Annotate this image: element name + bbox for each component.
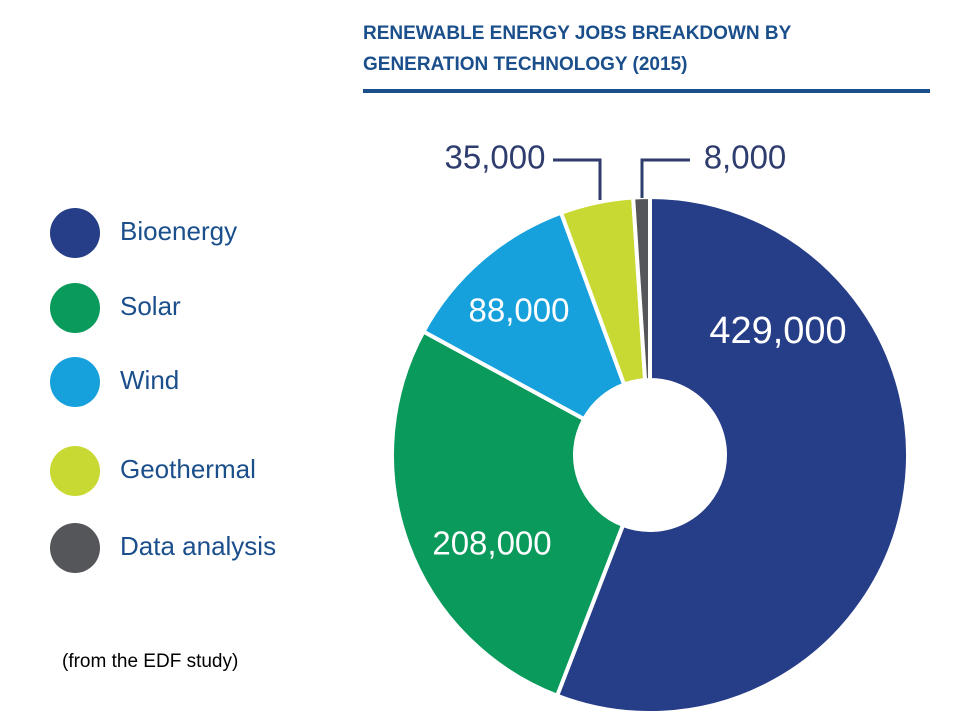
legend-label: Data analysis	[120, 531, 276, 561]
legend-marker	[50, 446, 100, 496]
donut-slice	[554, 194, 910, 715]
value-label: 35,000	[445, 139, 546, 176]
donut-slice	[630, 194, 652, 383]
value-label: 208,000	[432, 525, 551, 562]
value-label: 88,000	[469, 292, 570, 329]
legend-label: Geothermal	[120, 454, 256, 484]
chart-title: RENEWABLE ENERGY JOBS BREAKDOWN BY GENER…	[363, 23, 791, 75]
title-rule	[363, 89, 930, 93]
legend-marker	[50, 208, 100, 258]
legend-marker	[50, 523, 100, 573]
legend-label: Wind	[120, 365, 179, 395]
legend-marker	[50, 357, 100, 407]
legend-marker	[50, 283, 100, 333]
leader-line	[640, 158, 690, 198]
donut-slice	[390, 328, 626, 699]
value-label: 8,000	[704, 139, 787, 176]
value-label: 429,000	[709, 310, 846, 352]
leader-line	[553, 158, 602, 200]
legend-label: Bioenergy	[120, 216, 237, 246]
annotation: (from the EDF study)	[62, 651, 238, 672]
legend-label: Solar	[120, 291, 181, 321]
donut-slice	[420, 210, 627, 422]
